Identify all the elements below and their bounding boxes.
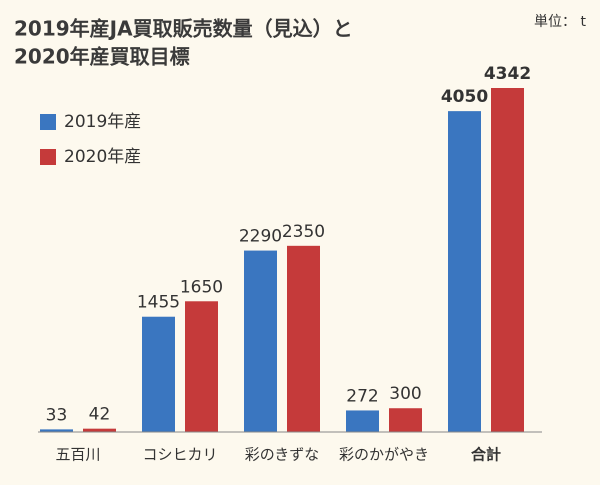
value-label: 1455: [137, 293, 180, 313]
bar: [346, 410, 379, 432]
x-tick-label: 彩のかがやき: [339, 446, 429, 464]
legend-label: 2020年産: [64, 147, 141, 167]
value-label: 2350: [282, 222, 325, 242]
legend-swatch: [40, 114, 56, 130]
legend-label: 2019年産: [64, 112, 141, 132]
value-label: 33: [46, 405, 68, 425]
bar: [287, 245, 320, 432]
unit-label: 単位： t: [534, 14, 586, 30]
bar: [40, 429, 73, 432]
bar: [185, 301, 218, 432]
value-label: 1650: [180, 277, 223, 297]
x-tick-label: 彩のきずな: [245, 446, 320, 464]
chart-title: 2020年産買取目標: [14, 45, 190, 69]
chart-title: 2019年産JA買取販売数量（見込）と: [14, 17, 353, 41]
bar: [389, 408, 422, 432]
x-tick-label: 五百川: [55, 446, 100, 464]
value-label: 4342: [484, 64, 531, 84]
bar: [448, 111, 481, 433]
bar: [142, 316, 175, 432]
legend-swatch: [40, 149, 56, 165]
value-label: 300: [389, 384, 421, 404]
bar: [244, 250, 277, 432]
x-tick-label: 合計: [470, 446, 501, 464]
x-tick-label: コシヒカリ: [142, 446, 217, 464]
bar: [491, 88, 524, 432]
bar: [83, 428, 116, 432]
value-label: 2290: [239, 227, 282, 247]
value-label: 42: [89, 405, 111, 425]
value-label: 272: [346, 386, 378, 406]
value-label: 4050: [441, 87, 488, 107]
